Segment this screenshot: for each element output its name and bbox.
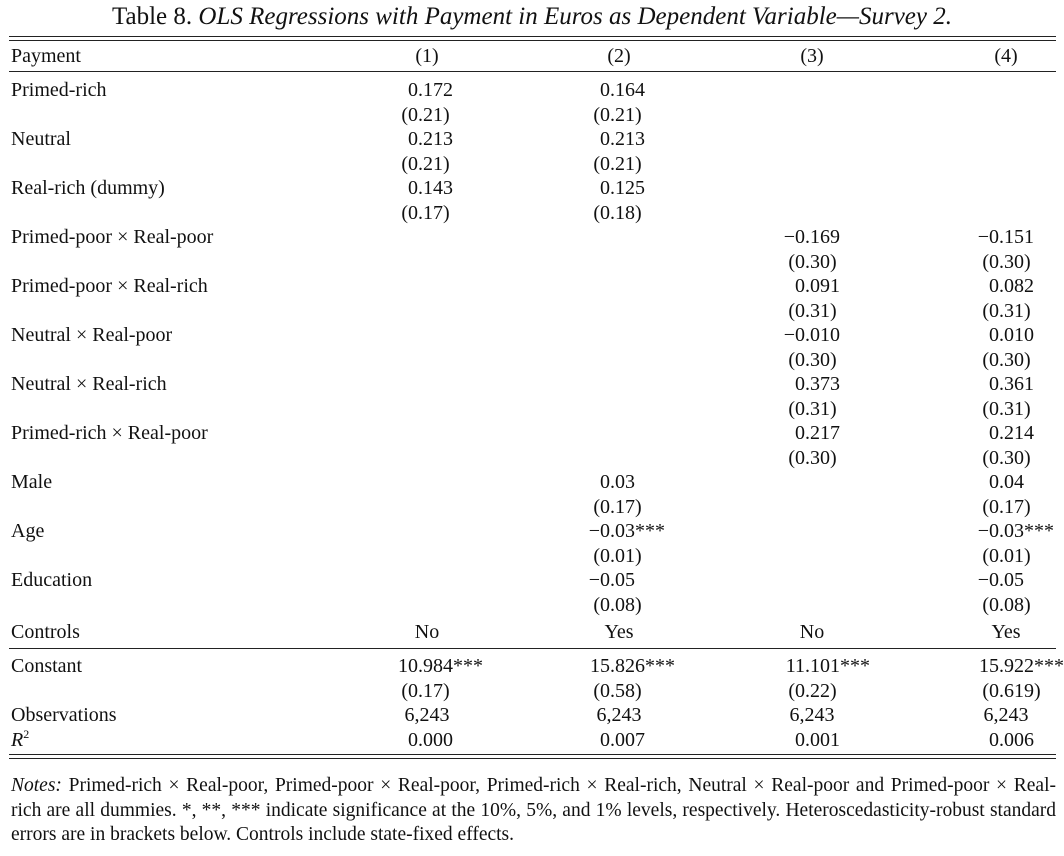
constant-se-cell: (0.22) xyxy=(788,679,837,702)
r2-superscript: 2 xyxy=(23,726,30,741)
se-cell: (0.30) xyxy=(788,250,837,273)
se-cell: (0.08) xyxy=(593,593,642,616)
se-cell: (0.30) xyxy=(982,250,1031,273)
column-header-4: (4) xyxy=(994,45,1018,67)
se-cell: (0.21) xyxy=(593,103,642,126)
coef-cell: 0.03 xyxy=(600,471,635,493)
top-rule-inner xyxy=(9,40,1056,41)
controls-cell: Yes xyxy=(991,621,1021,643)
column-header-3: (3) xyxy=(800,45,824,67)
se-cell: (0.01) xyxy=(593,544,642,567)
constant-se-cell: (0.17) xyxy=(401,679,450,702)
controls-cell: No xyxy=(799,621,825,643)
se-cell: (0.18) xyxy=(593,201,642,224)
stub-header: Payment xyxy=(11,45,81,67)
se-cell: (0.17) xyxy=(401,201,450,224)
r2-cell: 0.007 xyxy=(600,728,645,751)
constant-se-cell: (0.619) xyxy=(982,679,1041,702)
controls-rule xyxy=(9,648,1056,649)
constant-label: Constant xyxy=(11,655,83,677)
r2-label: R2 xyxy=(11,728,29,752)
se-cell: (0.30) xyxy=(788,348,837,371)
observations-cell: 6,243 xyxy=(404,704,450,726)
bottom-rule-inner xyxy=(9,754,1056,755)
column-header-2: (2) xyxy=(607,45,631,67)
se-cell: (0.08) xyxy=(982,593,1031,616)
se-cell: (0.17) xyxy=(593,495,642,518)
se-cell: (0.21) xyxy=(401,152,450,175)
row-label: Neutral × Real-poor xyxy=(11,324,173,346)
se-cell: (0.01) xyxy=(982,544,1031,567)
se-cell: (0.30) xyxy=(982,348,1031,371)
row-label: Education xyxy=(11,569,93,591)
coef-cell: −0.03*** xyxy=(588,520,665,542)
row-label: Primed-rich × Real-poor xyxy=(11,422,208,444)
coef-cell: 0.217 xyxy=(795,422,840,444)
notes-lead: Notes: xyxy=(11,775,62,796)
observations-cell: 6,243 xyxy=(789,704,835,726)
se-cell: (0.31) xyxy=(788,397,837,420)
constant-cell: 10.984*** xyxy=(398,655,483,677)
coef-cell: 0.214 xyxy=(989,422,1034,444)
se-cell: (0.31) xyxy=(982,299,1031,322)
row-label: Neutral × Real-rich xyxy=(11,373,167,395)
observations-cell: 6,243 xyxy=(983,704,1029,726)
se-cell: (0.31) xyxy=(982,397,1031,420)
r2-cell: 0.001 xyxy=(795,728,840,751)
row-label: Neutral xyxy=(11,128,71,150)
coef-cell: 0.091 xyxy=(795,275,840,297)
table-title: OLS Regressions with Payment in Euros as… xyxy=(198,3,953,30)
se-cell: (0.17) xyxy=(982,495,1031,518)
coef-cell: 0.143 xyxy=(408,177,453,199)
coef-cell: −0.05 xyxy=(977,569,1024,591)
coef-cell: −0.010 xyxy=(783,324,840,346)
row-label: Primed-poor × Real-poor xyxy=(11,226,214,248)
constant-cell: 15.826*** xyxy=(590,655,675,677)
row-label: Primed-poor × Real-rich xyxy=(11,275,208,297)
constant-cell: 15.922*** xyxy=(979,655,1064,677)
se-cell: (0.30) xyxy=(982,446,1031,469)
coef-cell: 0.164 xyxy=(600,79,645,101)
r2-cell: 0.000 xyxy=(408,728,453,751)
controls-cell: Yes xyxy=(604,621,634,643)
r2-cell: 0.006 xyxy=(989,728,1034,751)
constant-cell: 11.101*** xyxy=(785,655,870,677)
coef-cell: 0.082 xyxy=(989,275,1034,297)
controls-cell: No xyxy=(414,621,440,643)
bottom-rule xyxy=(9,758,1056,759)
coef-cell: −0.169 xyxy=(783,226,840,248)
row-label: Age xyxy=(11,520,45,542)
se-cell: (0.31) xyxy=(788,299,837,322)
coef-cell: −0.05 xyxy=(588,569,635,591)
se-cell: (0.30) xyxy=(788,446,837,469)
coef-cell: 0.125 xyxy=(600,177,645,199)
top-rule xyxy=(9,36,1056,37)
coef-cell: 0.213 xyxy=(600,128,645,150)
r2-symbol: R xyxy=(11,728,24,751)
header-rule xyxy=(9,71,1056,72)
observations-label: Observations xyxy=(11,704,117,726)
constant-se-cell: (0.58) xyxy=(593,679,642,702)
coef-cell: 0.172 xyxy=(408,79,453,101)
coef-cell: 0.04 xyxy=(989,471,1024,493)
coef-cell: 0.010 xyxy=(989,324,1034,346)
table-caption: Table 8. OLS Regressions with Payment in… xyxy=(0,3,1064,31)
row-label: Primed-rich xyxy=(11,79,107,101)
se-cell: (0.21) xyxy=(593,152,642,175)
observations-cell: 6,243 xyxy=(596,704,642,726)
se-cell: (0.21) xyxy=(401,103,450,126)
coef-cell: −0.151 xyxy=(977,226,1034,248)
coef-cell: 0.213 xyxy=(408,128,453,150)
table-notes: Notes: Primed-rich × Real-poor, Primed-p… xyxy=(11,774,1056,848)
coef-cell: −0.03*** xyxy=(977,520,1054,542)
table-number: Table 8. xyxy=(111,3,193,30)
coef-cell: 0.373 xyxy=(795,373,840,395)
column-header-1: (1) xyxy=(415,45,439,67)
controls-label: Controls xyxy=(11,621,80,643)
coef-cell: 0.361 xyxy=(989,373,1034,395)
notes-text: Primed-rich × Real-poor, Primed-poor × R… xyxy=(11,775,1056,845)
row-label: Male xyxy=(11,471,53,493)
row-label: Real-rich (dummy) xyxy=(11,177,165,199)
